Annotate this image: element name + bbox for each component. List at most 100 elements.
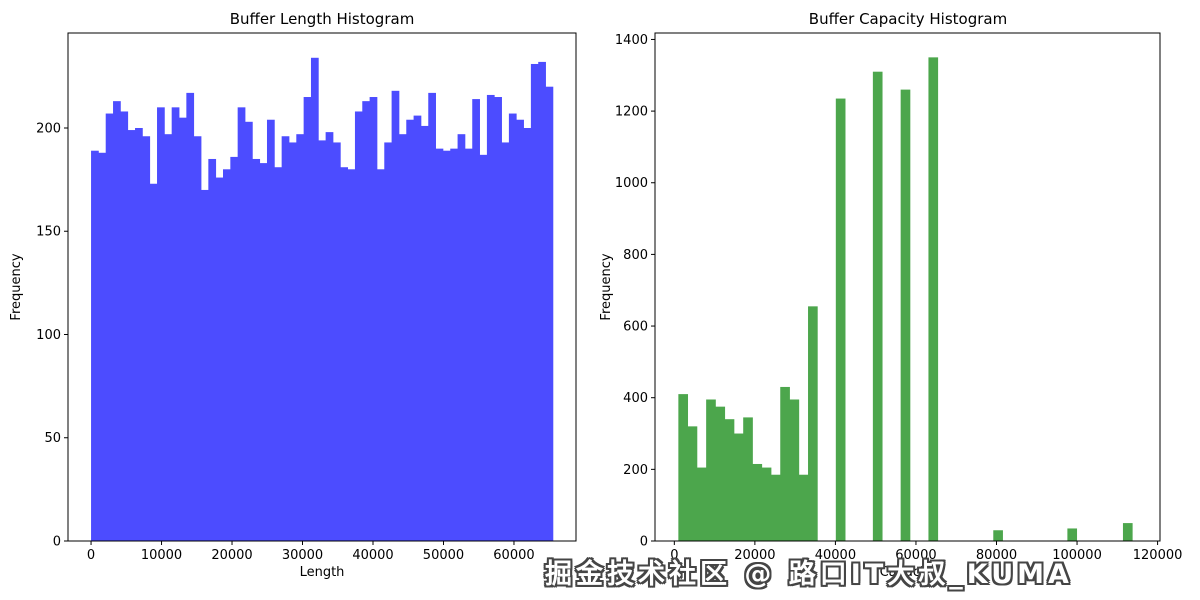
histogram-bar xyxy=(259,163,268,541)
x-tick-label: 120000 xyxy=(1133,548,1183,563)
y-tick-label: 0 xyxy=(53,535,61,550)
histogram-bar xyxy=(230,156,239,541)
histogram-bar xyxy=(91,150,99,541)
y-tick-label: 1200 xyxy=(615,105,648,120)
histogram-bar xyxy=(678,394,689,541)
histogram-bar xyxy=(340,167,349,541)
histogram-bar xyxy=(332,142,341,542)
histogram-bar xyxy=(318,140,327,541)
x-tick-label: 20000 xyxy=(211,548,252,563)
histogram-bar xyxy=(303,97,312,541)
x-tick-label: 20000 xyxy=(734,548,775,563)
histogram-bar xyxy=(186,92,195,542)
histogram-bar xyxy=(325,132,334,541)
histogram-bar xyxy=(369,97,378,541)
histogram-bar xyxy=(798,474,809,541)
histogram-bar xyxy=(724,419,735,541)
histogram-bar xyxy=(376,169,385,542)
y-axis-label: Frequency xyxy=(600,253,614,320)
histogram-bar xyxy=(193,136,202,542)
plot-border xyxy=(67,32,577,542)
histogram-bar xyxy=(706,399,716,541)
histogram-bar xyxy=(179,117,187,542)
histogram-bar xyxy=(398,134,407,541)
histogram-bar xyxy=(127,130,136,541)
histogram-bar xyxy=(808,306,818,541)
buffer-length-plot-area: 0 10000 20000 30000 40000 50000 60000 0 50 100 150… xyxy=(36,32,577,563)
histogram-bar xyxy=(347,169,356,542)
histogram-bar xyxy=(201,189,209,541)
x-tick-label: 40000 xyxy=(352,548,393,563)
histogram-bar xyxy=(472,99,480,541)
histogram-bar xyxy=(464,148,473,541)
histogram-bar xyxy=(752,463,763,541)
watermark-text: 掘金技术社区 @ 路口IT大叔_KUMA xyxy=(545,559,1073,590)
histogram-bar xyxy=(479,154,488,541)
histogram-bar xyxy=(1067,528,1078,541)
histogram-bar xyxy=(208,158,217,542)
buffer-capacity-chart-svg: 0 20000 40000 60000 80000 100000 120000 0 200 400… xyxy=(599,10,1183,580)
chart-title: Buffer Capacity Histogram xyxy=(809,10,1007,28)
histogram-bar xyxy=(406,119,414,542)
histogram-bar xyxy=(281,136,290,542)
histogram-bar xyxy=(157,107,165,541)
buffer-length-chart: 0 10000 20000 30000 40000 50000 60000 0 50 100 150… xyxy=(9,10,577,580)
histogram-bar xyxy=(457,134,466,541)
buffer-length-chart-svg: 0 10000 20000 30000 40000 50000 60000 0 50 100 150… xyxy=(9,10,577,580)
histogram-bar xyxy=(237,107,246,541)
histogram-bar xyxy=(545,86,554,542)
histogram-bar xyxy=(508,113,517,541)
x-tick-label: 80000 xyxy=(976,548,1017,563)
histogram-bar xyxy=(310,57,319,541)
histogram-bar xyxy=(120,111,129,541)
y-tick-label: 1400 xyxy=(615,33,648,48)
histogram-bar xyxy=(993,530,1003,541)
histogram-bar xyxy=(780,386,790,541)
x-tick-label: 40000 xyxy=(815,548,856,563)
histogram-bar xyxy=(1122,523,1133,541)
histogram-bar xyxy=(435,148,444,541)
histogram-bar xyxy=(354,111,363,541)
histogram-bar xyxy=(530,63,539,541)
x-axis-label: Length xyxy=(300,565,345,580)
histogram-bar xyxy=(244,121,253,541)
y-tick-label: 800 xyxy=(623,248,648,263)
histogram-bar xyxy=(761,467,772,541)
histogram-bar xyxy=(900,89,911,541)
histogram-bar xyxy=(223,169,231,542)
histogram-bar xyxy=(105,113,114,541)
x-tick-label: 0 xyxy=(87,548,95,563)
histogram-bar xyxy=(413,115,422,541)
histogram-bar xyxy=(149,183,158,541)
x-tick-label: 60000 xyxy=(895,548,936,563)
x-tick-label: 60000 xyxy=(493,548,534,563)
histogram-bar xyxy=(98,152,107,542)
histogram-bar xyxy=(450,148,458,541)
y-axis-label: Frequency xyxy=(9,253,24,320)
x-tick-label: 100000 xyxy=(1052,548,1102,563)
plot-border xyxy=(654,32,1161,542)
x-tick-label: 10000 xyxy=(141,548,182,563)
histogram-bar xyxy=(391,90,400,541)
histogram-bar xyxy=(696,467,707,541)
histogram-bar xyxy=(743,417,753,541)
y-tick-label: 600 xyxy=(623,320,648,335)
histogram-bar xyxy=(215,177,224,541)
histogram-bar xyxy=(142,136,151,542)
y-tick-label: 150 xyxy=(36,225,61,240)
buffer-capacity-plot-area: 0 20000 40000 60000 80000 100000 120000 0 200 400… xyxy=(615,32,1183,563)
histogram-bar xyxy=(733,433,744,541)
histogram-bar xyxy=(428,92,436,542)
histogram-bar xyxy=(835,98,846,542)
y-tick-label: 100 xyxy=(36,328,61,343)
histogram-bar xyxy=(164,134,173,541)
histogram-bar xyxy=(252,158,261,542)
histogram-bar xyxy=(288,142,297,542)
histogram-bar xyxy=(420,125,429,542)
histogram-bar xyxy=(501,142,510,542)
histogram-bar xyxy=(442,150,451,541)
histogram-bar xyxy=(274,167,283,541)
histogram-bar xyxy=(296,134,305,541)
histogram-bar xyxy=(872,71,883,542)
